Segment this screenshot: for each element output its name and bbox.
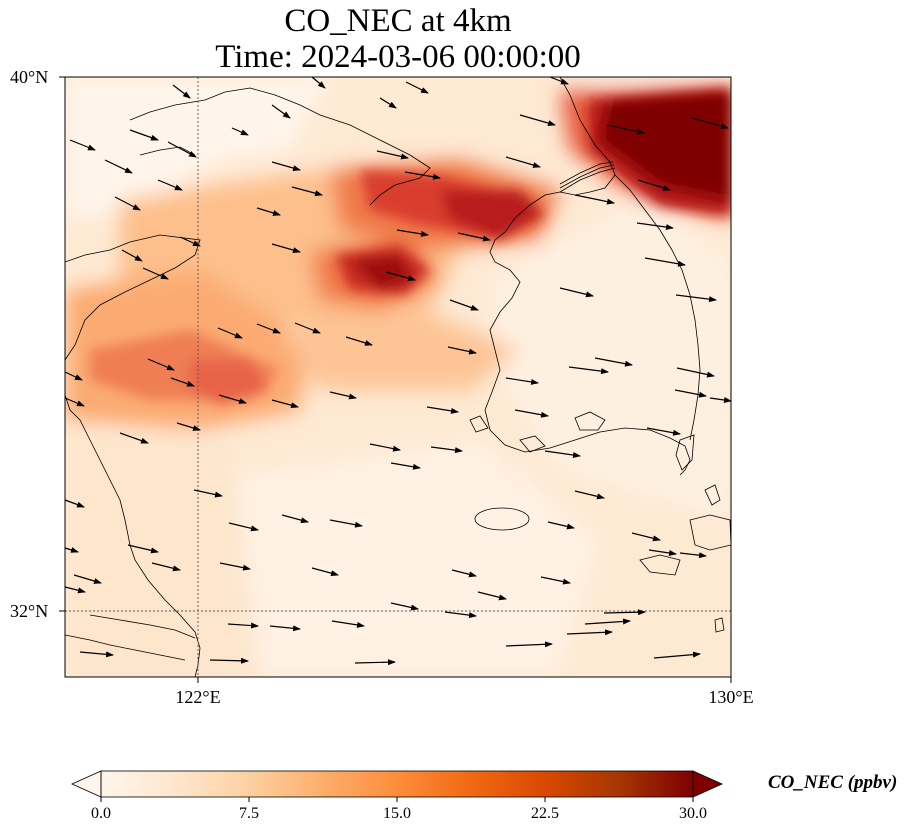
lon-label-122e: 122°E bbox=[175, 687, 221, 707]
colorbar-gradient bbox=[101, 771, 693, 797]
colorbar-label: CO_NEC (ppbv) bbox=[768, 772, 898, 793]
co-concentration-field bbox=[65, 77, 731, 677]
gridlines bbox=[65, 77, 731, 677]
colorbar-tick-7-5: 7.5 bbox=[239, 805, 259, 822]
lat-label-40n: 40°N bbox=[10, 67, 49, 87]
axis-ticks bbox=[59, 76, 732, 683]
colorbar-tick-30: 30.0 bbox=[679, 805, 707, 822]
title-line2: Time: 2024-03-06 00:00:00 bbox=[215, 39, 581, 75]
lon-label-130e: 130°E bbox=[708, 687, 754, 707]
colorbar-tick-22-5: 22.5 bbox=[531, 805, 559, 822]
colorbar-extend-min bbox=[71, 770, 102, 798]
colorbar bbox=[71, 770, 723, 802]
wind-vectors bbox=[64, 76, 732, 666]
colorbar-extend-max bbox=[692, 770, 723, 798]
colorbar-tick-15: 15.0 bbox=[383, 805, 411, 822]
lat-label-32n: 32°N bbox=[10, 601, 49, 621]
title-line1: CO_NEC at 4km bbox=[284, 3, 512, 39]
map-frame bbox=[64, 76, 732, 678]
colorbar-tick-0: 0.0 bbox=[91, 805, 111, 822]
